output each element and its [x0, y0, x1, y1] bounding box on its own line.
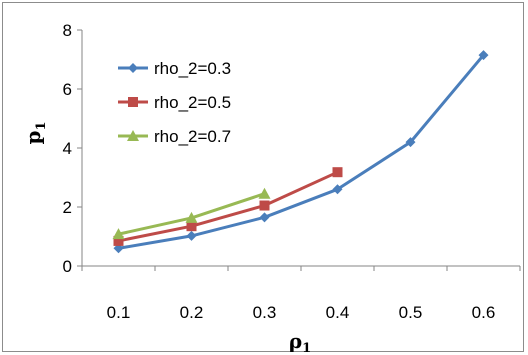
data-point — [258, 187, 271, 199]
legend-entry: rho_2=0.5 — [118, 93, 231, 112]
x-axis-title-sub: 1 — [302, 341, 311, 355]
legend: rho_2=0.3 rho_2=0.5 rho_2=0.7 — [118, 59, 231, 146]
data-point — [332, 167, 343, 178]
data-point — [185, 211, 198, 223]
y-axis-title-sub: 1 — [34, 121, 49, 130]
legend-entry: rho_2=0.3 — [118, 59, 231, 78]
y-tick-label: 2 — [63, 198, 72, 217]
y-tick-label: 6 — [63, 80, 72, 99]
data-point — [112, 228, 125, 240]
x-tick-label: 0.3 — [253, 303, 277, 322]
y-tick-label: 4 — [63, 139, 72, 158]
y-axis-title: p1 — [21, 121, 49, 144]
series-2 — [113, 167, 343, 246]
data-point — [186, 230, 197, 241]
x-tick-label: 0.6 — [472, 303, 496, 322]
data-point — [186, 221, 197, 232]
x-tick-label: 0.1 — [107, 303, 131, 322]
series-3 — [112, 187, 271, 240]
axes: 0 2 4 6 8 0.1 0.2 0.3 0.4 0.5 0.6 — [63, 21, 521, 322]
series-1 — [113, 50, 489, 254]
x-tick-label: 0.5 — [399, 303, 423, 322]
x-axis-title-main: ρ — [289, 329, 302, 353]
series-line — [118, 170, 339, 243]
x-axis-title: ρ1 — [289, 329, 311, 355]
legend-label: rho_2=0.5 — [154, 93, 231, 112]
data-point — [332, 184, 343, 195]
x-tick-label: 0.4 — [326, 303, 350, 322]
series-line — [118, 54, 485, 250]
legend-swatch-marker — [128, 97, 138, 107]
y-axis-title-main: p — [21, 131, 45, 145]
data-point — [478, 50, 489, 61]
legend-label: rho_2=0.7 — [154, 127, 231, 146]
y-tick-label: 0 — [63, 257, 72, 276]
x-tick-label: 0.2 — [180, 303, 204, 322]
legend-swatch-marker — [128, 63, 138, 73]
chart-frame — [2, 2, 524, 352]
series-layer — [112, 50, 489, 254]
legend-swatch-marker — [127, 130, 139, 141]
legend-label: rho_2=0.3 — [154, 59, 231, 78]
y-tick-label: 8 — [63, 21, 72, 40]
legend-entry: rho_2=0.7 — [118, 127, 231, 146]
data-point — [113, 235, 124, 246]
data-point — [259, 200, 270, 211]
data-point — [259, 212, 270, 223]
data-point — [405, 137, 416, 148]
